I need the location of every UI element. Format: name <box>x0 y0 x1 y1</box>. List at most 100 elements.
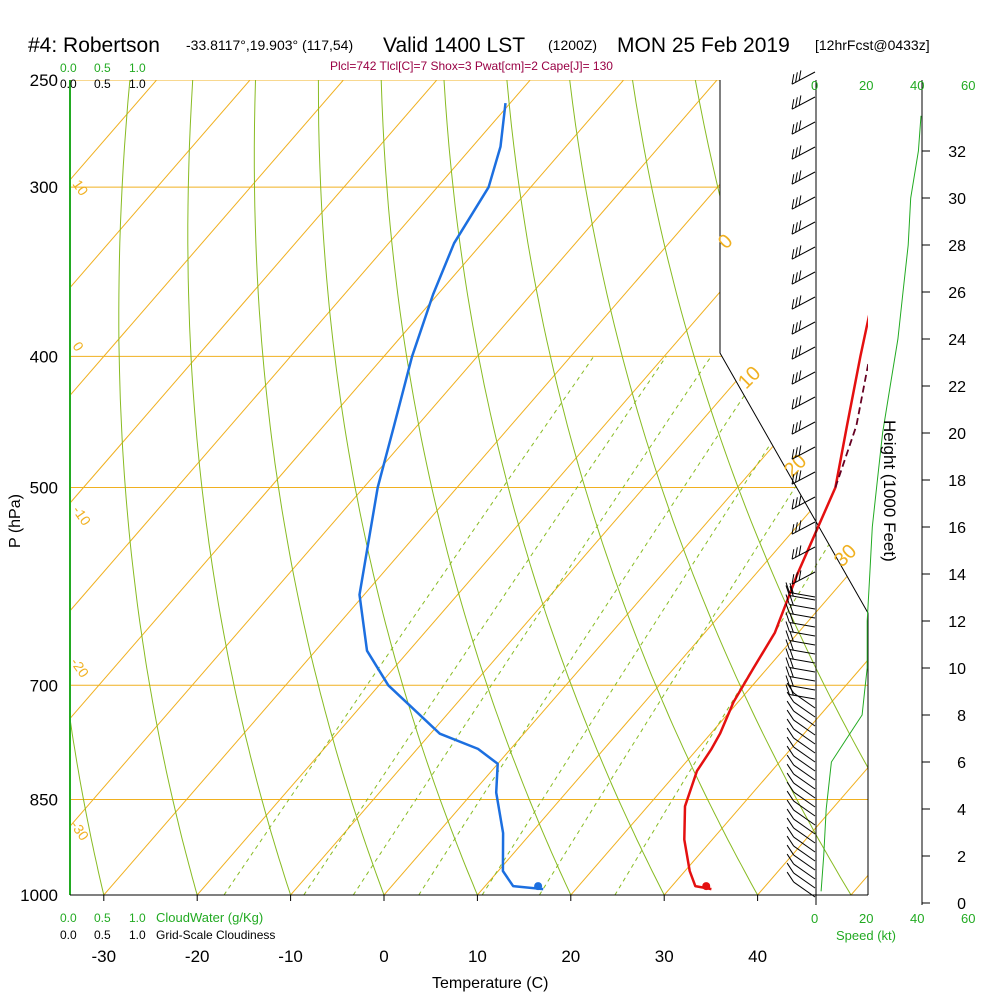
dry-adiabat-line <box>0 0 27 924</box>
cloudwater-tick-bot-0: 0.0 <box>60 911 77 925</box>
surface-temperature-dot <box>702 882 711 891</box>
wind-barb <box>786 754 816 781</box>
dry-adiabat-line <box>187 80 292 895</box>
isotherm-line <box>70 80 251 289</box>
mixing-ratio-label: 12 <box>529 897 550 917</box>
wind-barb <box>786 700 816 727</box>
cloudiness-tick-bot-2: 1.0 <box>129 928 146 942</box>
wind-barb <box>791 445 816 460</box>
speed-tick-bot-1: 20 <box>859 911 873 926</box>
height-tick-label: 14 <box>948 567 966 584</box>
isotherm-label: 10 <box>70 177 92 199</box>
dry-adiabat-line <box>317 80 478 895</box>
valid-zulu: (1200Z) <box>548 37 597 53</box>
temperature-tick-label: -20 <box>185 947 210 966</box>
mixing-ratio-line <box>538 372 868 895</box>
wind-barb <box>786 871 816 898</box>
mixing-ratio-label: 3 <box>343 903 359 918</box>
wind-barb <box>786 781 816 808</box>
height-tick-label: 26 <box>948 285 966 302</box>
surface-dewpoint-dot <box>534 882 543 891</box>
wind-barb <box>791 195 816 210</box>
isotherm-line <box>570 551 868 895</box>
mixing-ratio-line <box>223 356 595 895</box>
isotherm-line <box>70 80 158 181</box>
isotherm-line <box>944 0 1000 895</box>
cloudiness-tick-bot-0: 0.0 <box>60 928 77 942</box>
wind-barb <box>791 245 816 260</box>
pressure-tick-label: 400 <box>30 347 58 366</box>
isotherm-line <box>70 80 345 397</box>
cloudwater-tick-top-0: 0.0 <box>60 61 77 75</box>
wind-barb <box>791 420 816 435</box>
height-tick-label: 6 <box>957 755 966 772</box>
isotherm-line <box>663 659 868 895</box>
sounding-lines: 1 2 3 5 8 12 20 <box>294 102 868 918</box>
isotherm-line <box>70 80 438 504</box>
mixing-ratio-line <box>352 356 712 895</box>
height-tick-label: 22 <box>948 379 966 396</box>
isotherm-line <box>290 228 868 895</box>
mixing-ratio-line <box>614 480 868 895</box>
dewpoint-line <box>358 102 544 891</box>
height-axis-label: Height (1000 Feet) <box>880 420 899 562</box>
cloudwater-tick-top-2: 1.0 <box>129 61 146 75</box>
wind-barb <box>786 691 816 718</box>
cloudwater-tick-top-1: 0.5 <box>94 61 111 75</box>
mixing-ratio-label: 20 <box>604 897 625 917</box>
forecast-info: [12hrFcst@0433z] <box>815 37 930 53</box>
pressure-tick-label: 1000 <box>20 886 58 905</box>
mixing-ratio-line <box>303 356 667 895</box>
wind-barb <box>786 853 816 880</box>
wind-barb <box>791 270 816 285</box>
dry-adiabat-line <box>569 80 852 895</box>
dry-adiabat-line <box>70 715 105 895</box>
wind-barb <box>791 495 816 510</box>
wind-barb <box>786 808 816 835</box>
isotherm-label: 0 <box>70 339 88 355</box>
wind-barb <box>786 862 816 889</box>
pressure-tick-label: 700 <box>30 676 58 695</box>
cloudiness-tick-top-2: 1.0 <box>129 77 146 91</box>
wind-barb <box>786 709 816 736</box>
cloudiness-tick-top-0: 0.0 <box>60 77 77 91</box>
temperature-tick-label: 30 <box>655 947 674 966</box>
mixing-ratio-label: 2 <box>294 903 310 918</box>
wind-barb <box>786 763 816 790</box>
wind-barb <box>785 621 816 637</box>
speed-label: Speed (kt) <box>836 928 896 943</box>
isotherm-label: -30 <box>68 818 93 844</box>
cloudiness-tick-top-1: 0.5 <box>94 77 111 91</box>
isotherm-line <box>196 120 868 895</box>
speed-tick-bot-0: 0 <box>811 911 818 926</box>
wind-speed-line <box>820 115 922 892</box>
station-coords: -33.8117°,19.903° (117,54) <box>186 37 353 53</box>
cloudwater-label: CloudWater (g/Kg) <box>156 910 263 925</box>
wind-barb <box>785 657 816 673</box>
mixing-ratio-label: 8 <box>472 903 488 918</box>
isotherm-line <box>477 443 868 895</box>
height-tick-label: 8 <box>957 708 966 725</box>
speed-tick-bot-3: 60 <box>961 911 975 926</box>
wind-barb <box>786 745 816 772</box>
wind-barb <box>785 585 816 601</box>
temperature-line <box>683 314 868 891</box>
speed-tick-top-0: 0 <box>811 78 818 93</box>
temperature-tick-label: 10 <box>468 947 487 966</box>
wind-barb <box>791 70 816 85</box>
wind-barb <box>786 817 816 844</box>
wind-barb <box>785 582 816 598</box>
temperature-tick-label: -10 <box>278 947 303 966</box>
cloudiness-tick-bot-1: 0.5 <box>94 928 111 942</box>
cloudiness-label: Grid-Scale Cloudiness <box>156 928 275 942</box>
valid-date: MON 25 Feb 2019 <box>617 34 790 57</box>
temperature-tick-label: -30 <box>92 947 117 966</box>
wind-barb <box>786 799 816 826</box>
mixing-ratio-line <box>481 356 828 895</box>
wind-barb <box>791 320 816 335</box>
dry-adiabat-line <box>853 0 1000 924</box>
wind-barb <box>786 736 816 763</box>
wind-barb <box>785 666 816 682</box>
temperature-tick-label: 40 <box>748 947 767 966</box>
